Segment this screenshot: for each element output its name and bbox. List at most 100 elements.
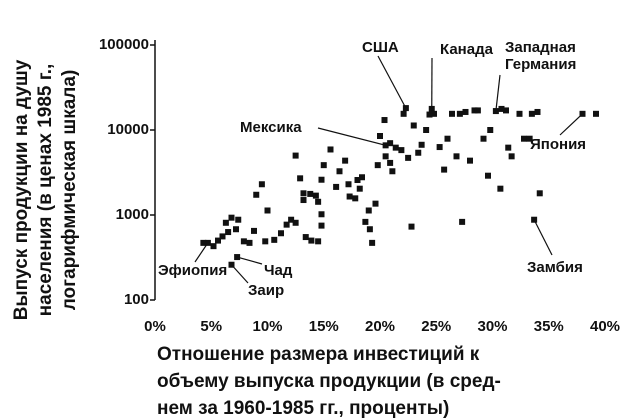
point [320, 162, 327, 169]
point [389, 168, 396, 175]
point [480, 135, 487, 142]
point [253, 191, 260, 198]
point [362, 218, 369, 225]
leader-line [377, 55, 407, 109]
point [516, 110, 523, 117]
leader-line [495, 74, 501, 112]
point [240, 238, 247, 245]
leader-line [231, 264, 249, 284]
point [459, 218, 466, 225]
point [462, 108, 469, 115]
point [410, 122, 417, 129]
annotation: Канада [440, 41, 494, 58]
point [392, 144, 399, 151]
point [453, 153, 460, 160]
point [405, 154, 412, 161]
point [297, 175, 304, 182]
point [336, 168, 343, 175]
point [505, 144, 512, 151]
point [415, 149, 422, 156]
point [408, 223, 415, 230]
point [418, 141, 425, 148]
annotation: США [362, 39, 399, 56]
annotation: Чад [264, 262, 293, 279]
point [387, 140, 394, 147]
point [369, 239, 376, 246]
point [262, 238, 269, 245]
point [246, 239, 253, 246]
point [300, 190, 307, 197]
point [436, 144, 443, 151]
point [346, 193, 353, 200]
point [377, 132, 383, 139]
point [354, 177, 361, 184]
point [345, 181, 352, 188]
point [215, 237, 221, 244]
point [387, 159, 394, 166]
point [485, 172, 491, 179]
point [498, 105, 505, 112]
point [528, 110, 535, 117]
point [283, 221, 290, 228]
x-axis-title: объему выпуска продукции (в сред- [157, 371, 501, 392]
point [536, 190, 543, 197]
point [456, 110, 463, 117]
y-tick-label: 1000 [116, 206, 149, 223]
leader-line [194, 242, 209, 263]
point [449, 110, 455, 117]
point [398, 147, 405, 154]
point [400, 110, 407, 117]
y-axis-title: Выпуск продукции на душу [11, 59, 32, 320]
point [431, 110, 437, 117]
leader-line [533, 219, 553, 256]
x-tick-label: 5% [200, 318, 222, 335]
point [374, 162, 381, 169]
annotation: Япония [530, 136, 586, 153]
point [318, 176, 325, 183]
point [365, 207, 372, 214]
point [342, 157, 349, 164]
x-axis-title: Отношение размера инвестиций к [157, 344, 480, 365]
y-tick-label: 10000 [107, 121, 149, 138]
x-tick-label: 35% [534, 318, 564, 335]
point [200, 239, 207, 246]
point [487, 127, 494, 133]
point [497, 185, 504, 192]
annotation: Заир [248, 282, 284, 299]
point [264, 207, 271, 214]
point [258, 181, 265, 188]
point [474, 107, 481, 114]
x-axis-title: нем за 1960-1985 гг., проценты) [157, 398, 449, 419]
point [327, 146, 334, 153]
annotation: Мексика [240, 119, 302, 136]
point [302, 234, 309, 241]
point [300, 197, 307, 204]
annotation: Германия [505, 56, 576, 73]
point [359, 174, 365, 181]
point [467, 157, 473, 164]
point [508, 153, 515, 160]
annotation: Западная [505, 39, 576, 56]
point [333, 183, 340, 190]
point [534, 108, 541, 115]
y-tick-label: 100 [124, 291, 149, 308]
point [225, 229, 232, 236]
point [228, 214, 235, 221]
point [318, 222, 325, 229]
point [503, 107, 509, 114]
point [382, 153, 389, 160]
point [222, 219, 229, 226]
y-axis-title: населения (в ценах 1985 г., [35, 64, 56, 317]
point [423, 127, 430, 133]
y-tick-label: 100000 [99, 36, 149, 53]
point [356, 185, 363, 192]
point [219, 233, 226, 240]
point [233, 226, 239, 233]
point [315, 198, 322, 205]
point [315, 238, 322, 245]
point [372, 200, 379, 207]
point [271, 236, 278, 243]
point [526, 135, 533, 142]
point [210, 243, 217, 250]
x-tick-label: 40% [590, 318, 620, 335]
